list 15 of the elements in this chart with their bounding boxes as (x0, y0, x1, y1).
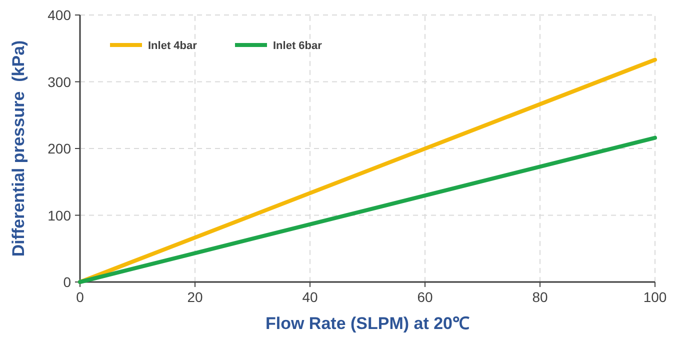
y-tick-label: 400 (48, 7, 72, 23)
y-tick-label: 200 (48, 140, 72, 156)
x-tick-label: 60 (417, 289, 433, 305)
y-tick-label: 300 (48, 74, 72, 90)
x-tick-label: 20 (187, 289, 203, 305)
y-tick-label: 0 (63, 274, 72, 290)
y-axis-title: Differential pressure (kPa) (9, 40, 28, 257)
x-tick-label: 80 (532, 289, 548, 305)
y-tick-label: 100 (48, 207, 72, 224)
x-tick-label: 40 (302, 289, 318, 305)
legend-label: Inlet 4bar (148, 40, 198, 52)
legend-label: Inlet 6bar (273, 40, 323, 52)
x-tick-label: 0 (76, 289, 84, 305)
x-tick-label: 100 (643, 289, 667, 305)
x-axis-title: Flow Rate (SLPM) at 20℃ (265, 314, 470, 333)
